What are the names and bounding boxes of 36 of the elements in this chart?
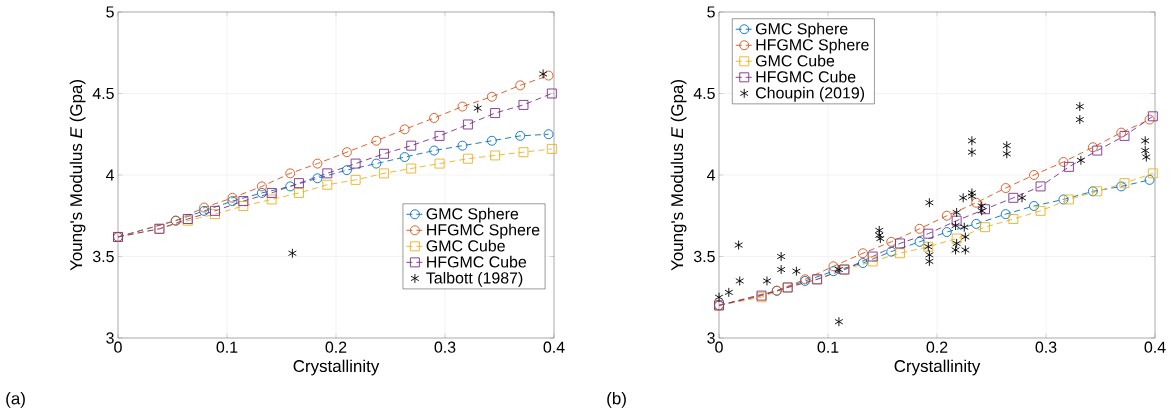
y-tick-label: 4 [706,169,716,181]
y-axis-title: Young's Modulus E (Gpa) [69,80,86,271]
y-tick-label: 3.5 [693,250,715,263]
text: (b) [607,392,626,408]
x-axis-title: Crystallinity [293,359,380,376]
legend-label: HFGMC Cube [427,255,527,268]
text: (a) [6,392,25,408]
x-tick-label: 0 [715,341,723,353]
x-tick-label: 0.2 [325,341,347,353]
y-tick-label: 3 [707,332,715,344]
x-tick-label: 0.1 [216,341,238,353]
x-axis-title: Crystallinity [894,359,981,376]
y-tick-label: 5 [106,6,114,18]
x-tick-label: 0.4 [1144,341,1166,353]
x-tick-label: 0 [114,341,122,353]
y-tick-label: 4.5 [92,87,114,100]
legend-label: GMC Sphere [755,22,848,38]
legend-label: GMC Sphere [426,207,519,223]
x-tick-label: 0.3 [1035,341,1057,353]
legend-label: Choupin (2019) [755,86,865,102]
y-tick-label: 3.5 [92,250,114,263]
y-axis-title: Young's Modulus E (Gpa) [670,80,687,271]
legend-label: HFGMC Sphere [756,38,869,54]
x-tick-label: 0.2 [926,341,948,353]
x-tick-label: 0.4 [543,341,565,353]
legend-label: GMC Cube [755,54,835,67]
legend-label: GMC Cube [426,239,505,252]
x-tick-label: 0.1 [817,341,839,353]
legend-label: HFGMC Sphere [427,223,540,239]
x-tick-label: 0.3 [434,341,456,353]
y-tick-label: 4 [105,169,115,181]
y-tick-label: 5 [707,6,715,18]
legend-label: HFGMC Cube [756,70,856,83]
y-tick-label: 3 [106,332,114,344]
y-tick-label: 4.5 [693,87,715,100]
legend-label: Talbott (1987) [426,271,523,287]
